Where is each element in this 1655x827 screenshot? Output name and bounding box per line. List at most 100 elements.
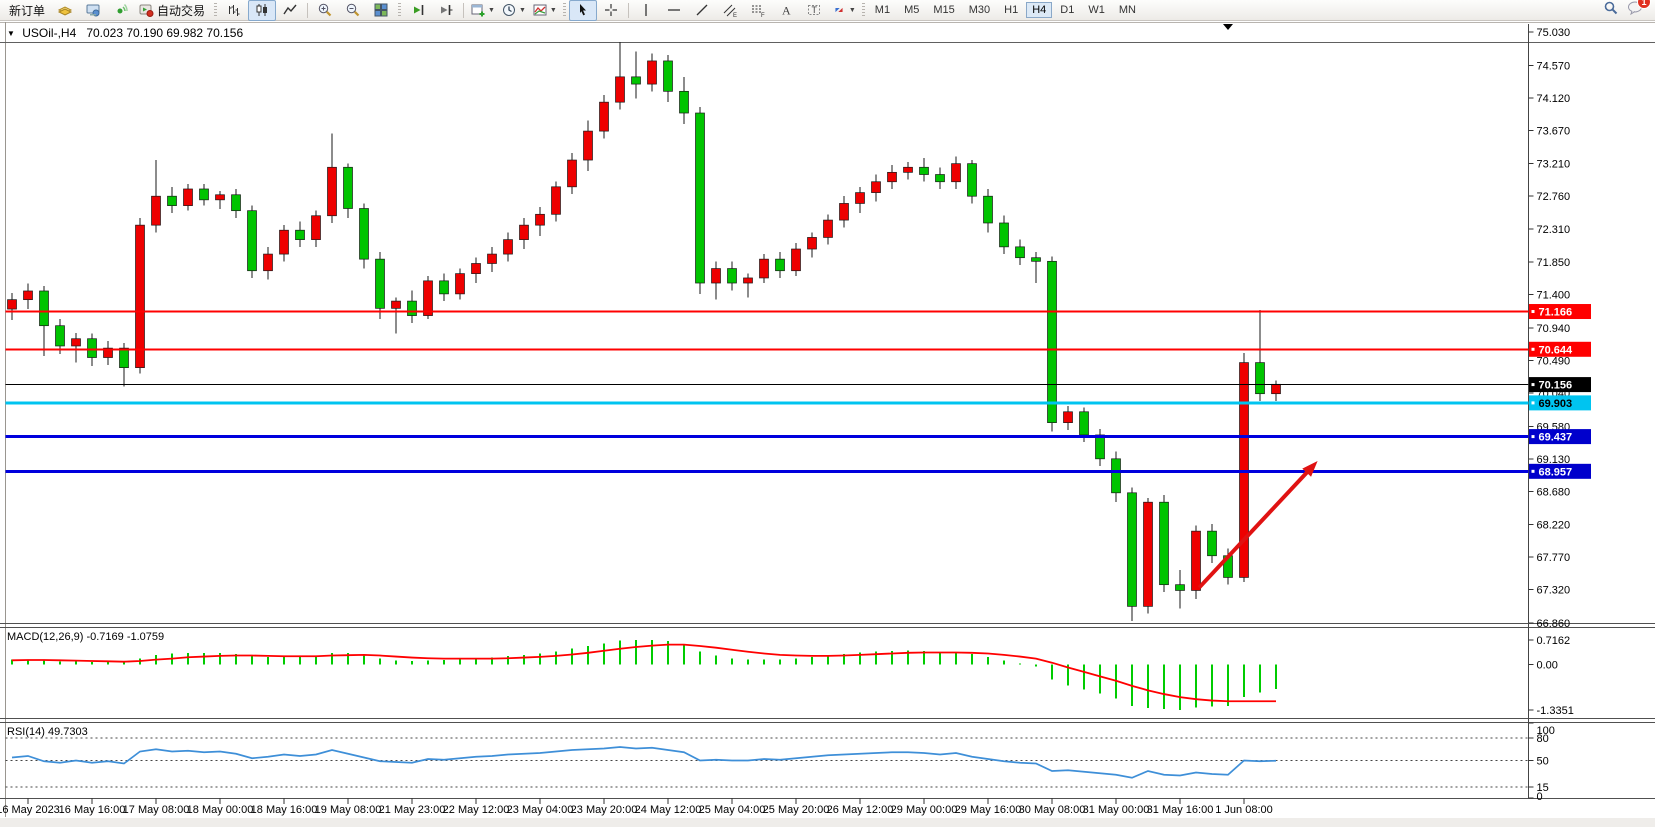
chart-title[interactable]: ▼ USOil-,H4 70.023 70.190 69.982 70.156: [7, 26, 243, 40]
svg-text:16 May 2023: 16 May 2023: [0, 804, 60, 816]
svg-text:80: 80: [1537, 733, 1549, 745]
svg-text:73.670: 73.670: [1537, 125, 1571, 137]
cursor-button[interactable]: [568, 0, 597, 21]
signal-icon: [113, 2, 129, 18]
svg-text:22 May 12:00: 22 May 12:00: [443, 804, 510, 816]
svg-text:70.940: 70.940: [1537, 323, 1571, 335]
svg-text:69.903: 69.903: [1539, 398, 1573, 410]
svg-text:71.400: 71.400: [1537, 290, 1571, 302]
timeframe-m1[interactable]: M1: [874, 4, 891, 16]
svg-text:29 May 16:00: 29 May 16:00: [955, 804, 1022, 816]
svg-text:68.680: 68.680: [1537, 486, 1571, 498]
macd-panel: 0.7162 0.00 -1.3351: [11, 635, 1574, 717]
svg-text:69.437: 69.437: [1539, 432, 1573, 444]
svg-text:74.570: 74.570: [1537, 60, 1571, 72]
toolbar-grip: [562, 2, 566, 18]
svg-text:25 May 20:00: 25 May 20:00: [763, 804, 830, 816]
candles-series: [7, 42, 1281, 621]
svg-text:0: 0: [1537, 791, 1543, 803]
svg-text:-1.3351: -1.3351: [1537, 705, 1574, 717]
new-chart-icon: [470, 2, 486, 18]
signals-button[interactable]: [107, 0, 135, 21]
dropdown-caret-icon: ▼: [848, 6, 856, 14]
chart-bars-button[interactable]: [220, 0, 248, 21]
timeframe-w1[interactable]: W1: [1088, 4, 1105, 16]
svg-text:100: 100: [1537, 725, 1555, 737]
svg-text:73.210: 73.210: [1537, 159, 1571, 171]
svg-text:E: E: [733, 13, 737, 18]
fibonacci-button[interactable]: F: [744, 0, 772, 21]
svg-text:1 Jun 08:00: 1 Jun 08:00: [1215, 804, 1273, 816]
chart-shift-button[interactable]: [432, 0, 460, 21]
autotrading-icon: [138, 2, 154, 18]
svg-text:15: 15: [1537, 782, 1549, 794]
indicators-button[interactable]: ▼: [529, 0, 560, 21]
auto-scroll-icon: [410, 2, 426, 18]
svg-text:70.490: 70.490: [1537, 355, 1571, 367]
timeframe-mn[interactable]: MN: [1118, 4, 1136, 16]
zoom-in-icon: [317, 2, 333, 18]
metaeditor-button[interactable]: [79, 0, 107, 21]
horizontal-line-button[interactable]: [660, 0, 688, 21]
text-button[interactable]: A: [772, 0, 800, 21]
fibonacci-icon: F: [750, 2, 766, 18]
chart-menu-caret-icon[interactable]: ▼: [7, 29, 15, 38]
arrows-icon: [831, 2, 847, 18]
chat-button[interactable]: 1: [1627, 0, 1651, 20]
svg-text:71.166: 71.166: [1539, 307, 1573, 319]
chart-line-button[interactable]: [276, 0, 304, 21]
tile-windows-button[interactable]: [367, 0, 395, 21]
svg-text:50: 50: [1537, 756, 1549, 768]
svg-text:18 May 16:00: 18 May 16:00: [251, 804, 318, 816]
price-lines: 71.166 70.644 70.156 69.903 69.437 68.957: [5, 304, 1591, 479]
svg-text:0.00: 0.00: [1537, 659, 1558, 671]
svg-text:30 May 08:00: 30 May 08:00: [1019, 804, 1086, 816]
timeframe-h4[interactable]: H4: [1026, 2, 1053, 18]
svg-text:70.644: 70.644: [1539, 344, 1574, 356]
vertical-line-button[interactable]: [632, 0, 660, 21]
gold-seal-icon: [57, 2, 73, 18]
channel-icon: E: [722, 2, 738, 18]
svg-text:66.860: 66.860: [1537, 618, 1571, 630]
timeframe-d1[interactable]: D1: [1060, 4, 1075, 16]
timeframe-h1[interactable]: H1: [1004, 4, 1019, 16]
svg-text:23 May 20:00: 23 May 20:00: [571, 804, 638, 816]
profiles-button[interactable]: ▼: [498, 0, 529, 21]
svg-text:69.130: 69.130: [1537, 454, 1571, 466]
chart-candles-button[interactable]: [248, 0, 277, 21]
text-label-button[interactable]: T: [800, 0, 828, 21]
zoom-out-button[interactable]: [339, 0, 367, 21]
svg-text:16 May 16:00: 16 May 16:00: [59, 804, 126, 816]
timeframe-m5[interactable]: M5: [904, 4, 920, 16]
chart-shift-icon: [438, 2, 454, 18]
new-chart-button[interactable]: ▼: [467, 0, 498, 21]
auto-scroll-button[interactable]: [404, 0, 432, 21]
zoom-in-button[interactable]: [311, 0, 339, 21]
svg-text:23 May 04:00: 23 May 04:00: [507, 804, 574, 816]
dropdown-caret-icon: ▼: [518, 6, 526, 14]
toolbar-separator: [627, 2, 629, 18]
dropdown-caret-icon: ▼: [488, 6, 495, 14]
equidistant-channel-button[interactable]: E: [716, 0, 744, 21]
new-order-button[interactable]: 新订单: [3, 0, 51, 21]
timeframe-m15[interactable]: M15: [933, 4, 955, 16]
trendline-button[interactable]: [688, 0, 716, 21]
arrows-button[interactable]: ▼: [828, 0, 859, 21]
svg-text:71.850: 71.850: [1537, 257, 1571, 269]
search-icon[interactable]: [1603, 0, 1619, 21]
price-axis: 75.030 74.570 74.120 73.670 73.210 72.760 72.3…: [1528, 27, 1571, 630]
clock-icon: [501, 2, 517, 18]
timeframe-m30[interactable]: M30: [968, 4, 991, 16]
chart-ohlc-values: 70.023 70.190 69.982 70.156: [86, 26, 244, 40]
crosshair-button[interactable]: [597, 0, 625, 21]
toolbar-grip: [398, 2, 402, 18]
svg-text:72.760: 72.760: [1537, 191, 1571, 203]
orders-button[interactable]: [51, 0, 79, 21]
svg-text:19 May 08:00: 19 May 08:00: [315, 804, 382, 816]
svg-text:67.770: 67.770: [1537, 552, 1571, 564]
svg-text:31 May 16:00: 31 May 16:00: [1147, 804, 1214, 816]
notification-badge: 1: [1637, 0, 1651, 9]
autotrading-button[interactable]: 自动交易: [135, 0, 211, 21]
